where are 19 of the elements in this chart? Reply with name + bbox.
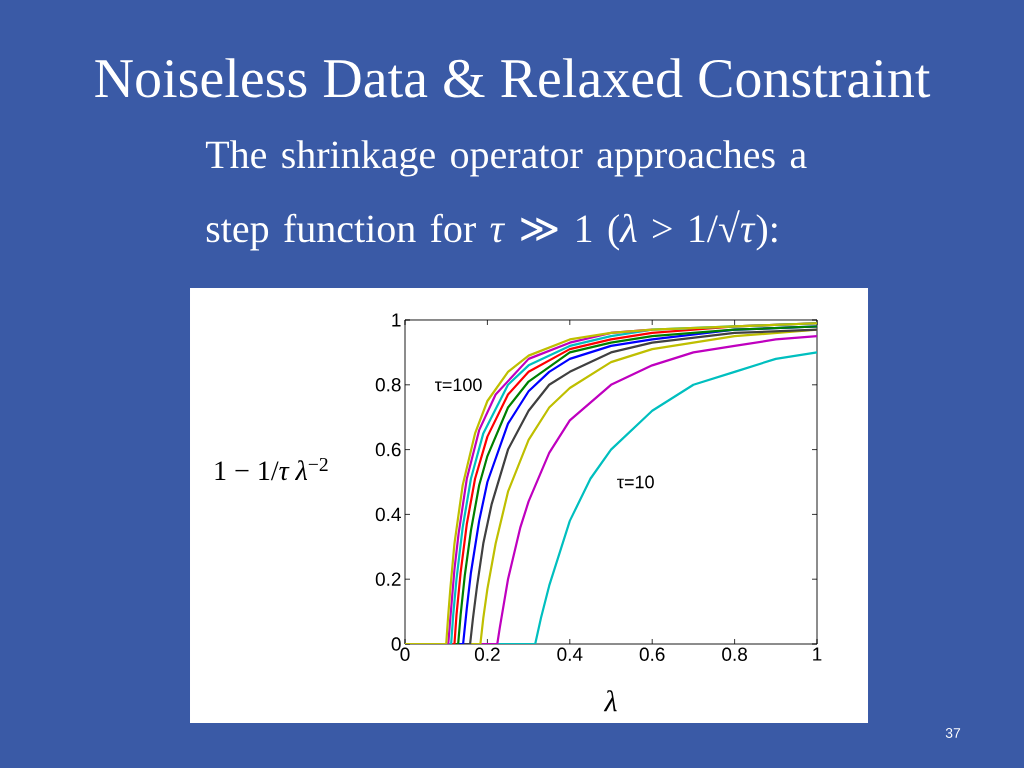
y-tick-label: 0.6 (375, 442, 401, 457)
chart-subtitle: The shrinkage operator approaches a step function for τ ≫ 1 (λ > 1/√τ): (205, 140, 807, 251)
y-tick-label: 0.2 (375, 572, 401, 586)
chart-title: Noiseless Data & Relaxed Constraint (95, 58, 931, 98)
y-tick-label: 0.4 (375, 507, 401, 522)
x-tick-label: 0.8 (722, 647, 747, 661)
x-tick-label: 0.6 (639, 647, 665, 661)
text: 37 (945, 728, 961, 738)
series-label: τ=100 (434, 378, 482, 392)
y-tick-label: 0.8 (375, 378, 401, 392)
series-label: τ=10 (617, 475, 654, 489)
y-tick-label: 1 (392, 313, 401, 327)
y-tick-label: 0 (391, 637, 401, 651)
x-tick-label: 0.4 (557, 647, 583, 661)
x-tick-label: 0.2 (474, 647, 500, 661)
x-axis-title: λ (603, 690, 617, 712)
x-tick-label: 1 (813, 647, 822, 661)
x-tick-label: 0 (400, 647, 410, 661)
y-axis-title: 1 − 1/τ λ$^{−2}$ (215, 457, 328, 481)
